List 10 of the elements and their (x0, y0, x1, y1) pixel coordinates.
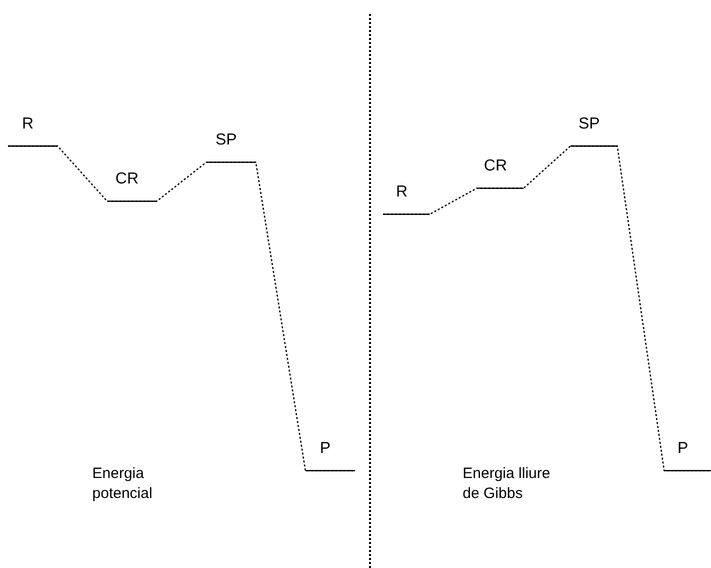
annotation: CR (484, 158, 508, 175)
text: R (22, 115, 34, 132)
annotation: R (396, 184, 408, 201)
annotation: Energia potencial (92, 465, 152, 502)
annotation: Energia lliure de Gibbs (462, 465, 550, 502)
text: SP (578, 115, 600, 132)
annotation: P (678, 440, 688, 458)
annotation: P (320, 440, 331, 458)
annotation: SP (215, 132, 237, 149)
annotation: CR (115, 170, 139, 188)
